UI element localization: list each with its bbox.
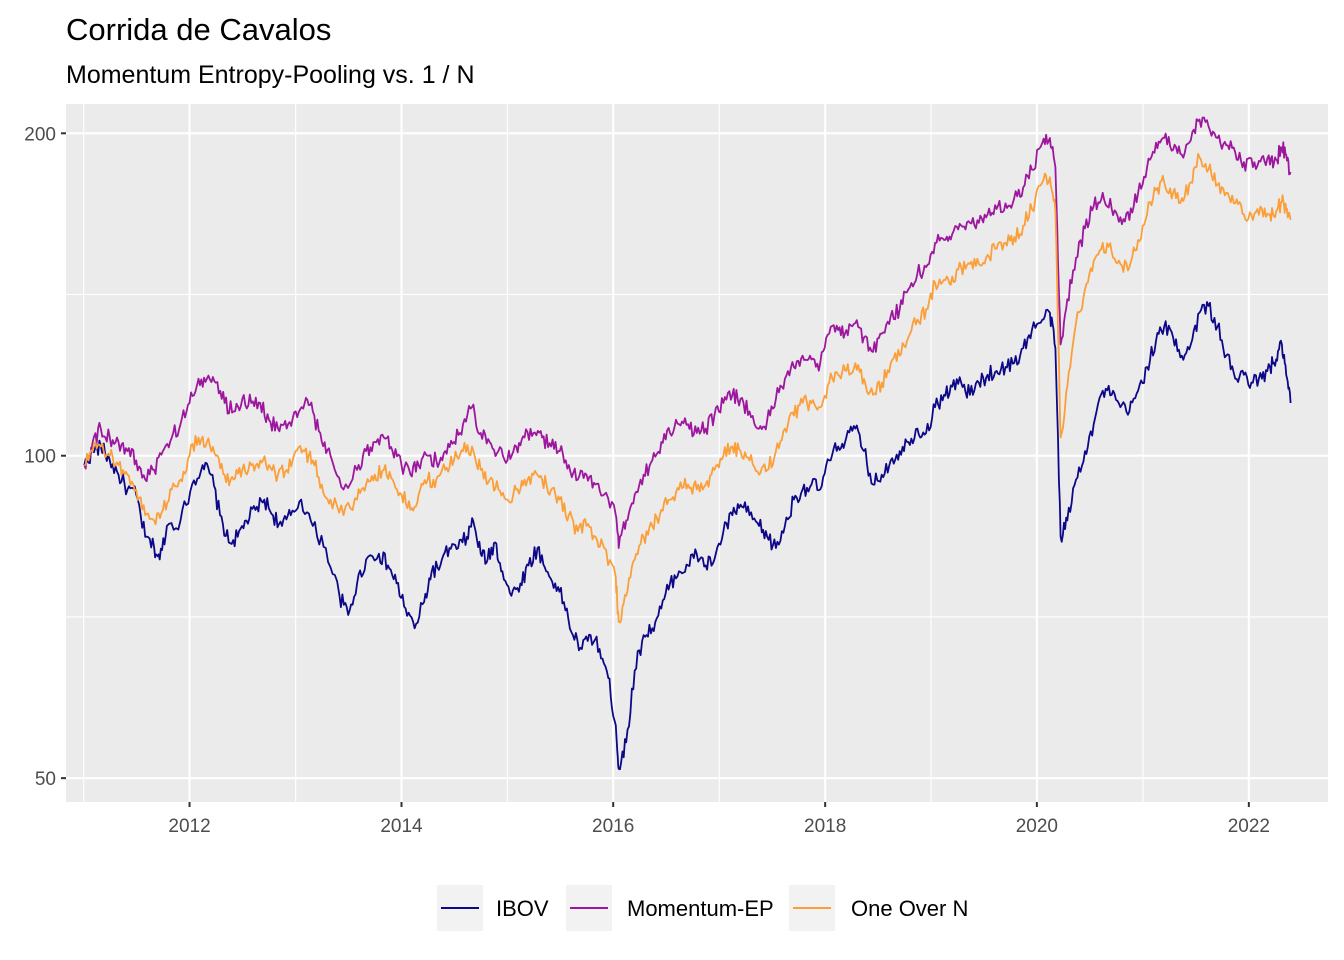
legend-label: Momentum-EP	[627, 896, 774, 921]
x-tick-label: 2022	[1228, 816, 1270, 837]
series-line-momentum-ep	[83, 116, 1292, 549]
x-tick-label: 2018	[804, 816, 846, 837]
y-tick-label: 50	[35, 769, 56, 790]
legend-label: One Over N	[851, 896, 968, 921]
x-axis: 2012 2014 2016 2018 2020 2022	[168, 802, 1270, 837]
legend-label: IBOV	[496, 896, 549, 921]
x-tick-label: 2012	[168, 816, 210, 837]
chart-title: Corrida de Cavalos	[66, 12, 332, 47]
y-tick-label: 100	[24, 447, 56, 468]
y-axis: 50 100 200	[24, 124, 66, 790]
chart-subtitle: Momentum Entropy-Pooling vs. 1 / N	[66, 61, 475, 89]
legend-item-one-over-n: One Over N	[789, 885, 968, 931]
series-line-one-over-n	[84, 153, 1292, 624]
x-tick-label: 2014	[380, 816, 423, 837]
y-tick-label: 200	[24, 124, 56, 145]
x-tick-label: 2016	[592, 816, 634, 837]
series-lines	[83, 116, 1292, 771]
plot-panel	[66, 104, 1328, 802]
legend-item-ibov: IBOV	[437, 885, 549, 931]
x-tick-label: 2020	[1016, 816, 1058, 837]
minor-grid	[66, 104, 1328, 802]
series-line-ibov	[83, 301, 1292, 771]
legend: IBOV Momentum-EP One Over N	[437, 885, 968, 931]
legend-item-momentum-ep: Momentum-EP	[566, 885, 774, 931]
